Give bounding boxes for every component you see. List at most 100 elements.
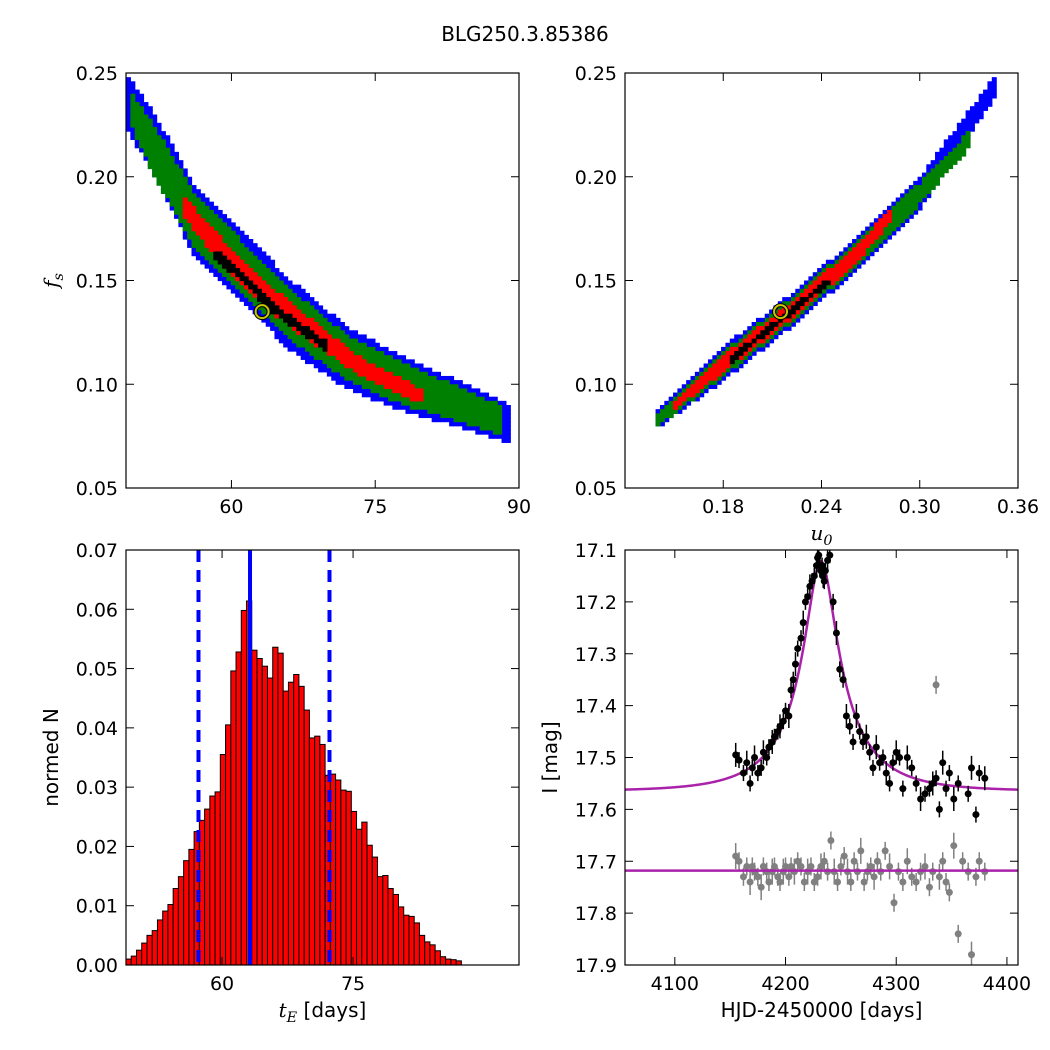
contour-cell-outer xyxy=(505,434,511,439)
contour-cell-outer xyxy=(969,118,975,124)
contour-cell-middle xyxy=(470,400,476,406)
contour-cell-outer xyxy=(501,429,507,435)
contour-cell-inner xyxy=(274,301,280,306)
contour-cell-outer xyxy=(139,147,145,153)
contour-cell-middle xyxy=(169,168,175,174)
histogram-bar xyxy=(272,646,279,966)
contour-cell-middle xyxy=(440,388,446,394)
contour-cell-core xyxy=(799,301,805,306)
contour-cell-middle xyxy=(222,268,228,273)
contour-cell-middle xyxy=(143,143,149,149)
contour-cell-middle xyxy=(208,218,214,223)
contour-cell-outer xyxy=(383,400,389,406)
contour-cell-outer xyxy=(961,131,967,136)
contour-cell-middle xyxy=(488,425,494,431)
contour-cell-outer xyxy=(274,272,280,277)
contour-cell-middle xyxy=(431,400,437,406)
contour-cell-inner xyxy=(392,384,398,389)
contour-cell-middle xyxy=(370,388,376,394)
contour-cell-middle xyxy=(769,313,775,319)
contour-cell-outer xyxy=(235,230,241,236)
contour-cell-inner xyxy=(208,243,214,248)
contour-cell-core xyxy=(309,334,315,340)
contour-cell-middle xyxy=(401,371,407,377)
contour-cell-outer xyxy=(379,396,385,402)
contour-cell-core xyxy=(305,334,310,340)
contour-cell-middle xyxy=(322,351,328,356)
contour-cell-inner xyxy=(265,288,271,294)
contour-cell-middle xyxy=(309,346,315,352)
contour-cell-middle xyxy=(370,351,376,356)
contour-cell-middle xyxy=(838,255,844,261)
contour-cell-middle xyxy=(453,400,459,406)
contour-cell-outer xyxy=(396,405,402,410)
contour-cell-outer xyxy=(908,214,914,219)
contour-cell-middle xyxy=(392,396,398,402)
contour-cell-middle xyxy=(309,305,315,311)
contour-cell-outer xyxy=(738,334,744,340)
contour-cell-inner xyxy=(187,218,193,223)
contour-cell-middle xyxy=(257,259,262,265)
histogram-bar xyxy=(151,930,158,966)
contour-cell-middle xyxy=(707,380,713,385)
contour-cell-outer xyxy=(484,429,490,435)
contour-cell-core xyxy=(278,313,284,319)
contour-cell-middle xyxy=(479,425,485,431)
contour-cell-middle xyxy=(742,334,748,340)
contour-cell-inner xyxy=(204,243,210,248)
contour-cell-outer xyxy=(126,122,131,128)
contour-cell-middle xyxy=(339,367,345,373)
contour-cell-inner xyxy=(830,280,836,286)
contour-cell-middle xyxy=(694,392,700,398)
contour-cell-middle xyxy=(887,226,892,232)
contour-cell-outer xyxy=(847,272,853,277)
contour-cell-inner xyxy=(716,359,722,365)
contour-cell-middle xyxy=(475,409,481,414)
contour-cell-outer xyxy=(470,388,476,394)
residual-point xyxy=(735,857,743,865)
contour-cell-middle xyxy=(160,168,166,174)
contour-cell-outer xyxy=(956,122,962,128)
contour-cell-inner xyxy=(777,313,783,319)
contour-cell-middle xyxy=(383,388,389,394)
contour-cell-middle xyxy=(182,185,188,190)
contour-cell-middle xyxy=(440,384,446,389)
contour-cell-inner xyxy=(865,243,871,248)
contour-cell-middle xyxy=(427,396,433,402)
contour-cell-outer xyxy=(169,205,175,211)
contour-cell-middle xyxy=(366,380,372,385)
contour-cell-inner xyxy=(843,263,849,269)
contour-cell-core xyxy=(790,309,796,315)
contour-cell-inner xyxy=(677,396,683,402)
contour-cell-outer xyxy=(200,255,206,261)
data-point xyxy=(739,769,747,777)
contour-cell-middle xyxy=(449,413,455,419)
contour-cell-inner xyxy=(878,226,884,232)
contour-cell-inner xyxy=(283,309,289,315)
histogram-bar xyxy=(225,724,232,966)
contour-cell-outer xyxy=(756,317,761,323)
contour-cell-inner xyxy=(418,392,424,398)
contour-cell-inner xyxy=(882,222,888,228)
contour-cell-outer xyxy=(965,110,971,116)
contour-cell-middle xyxy=(230,234,236,240)
contour-cell-outer xyxy=(414,363,420,369)
contour-cell-middle xyxy=(935,172,940,178)
contour-cell-middle xyxy=(213,226,219,232)
contour-cell-middle xyxy=(217,263,223,269)
contour-cell-middle xyxy=(208,255,214,261)
contour-cell-inner xyxy=(856,251,862,257)
contour-cell-middle xyxy=(130,118,136,124)
residual-point xyxy=(870,873,878,881)
contour-cell-outer xyxy=(357,384,363,389)
contour-cell-middle xyxy=(466,405,472,410)
contour-cell-inner xyxy=(217,243,223,248)
contour-cell-middle xyxy=(143,131,149,136)
contour-cell-middle xyxy=(422,371,428,377)
contour-cell-middle xyxy=(917,197,923,203)
contour-cell-middle xyxy=(309,351,315,356)
contour-cell-middle xyxy=(283,288,289,294)
contour-cell-middle xyxy=(326,326,332,331)
contour-cell-middle xyxy=(152,151,158,157)
